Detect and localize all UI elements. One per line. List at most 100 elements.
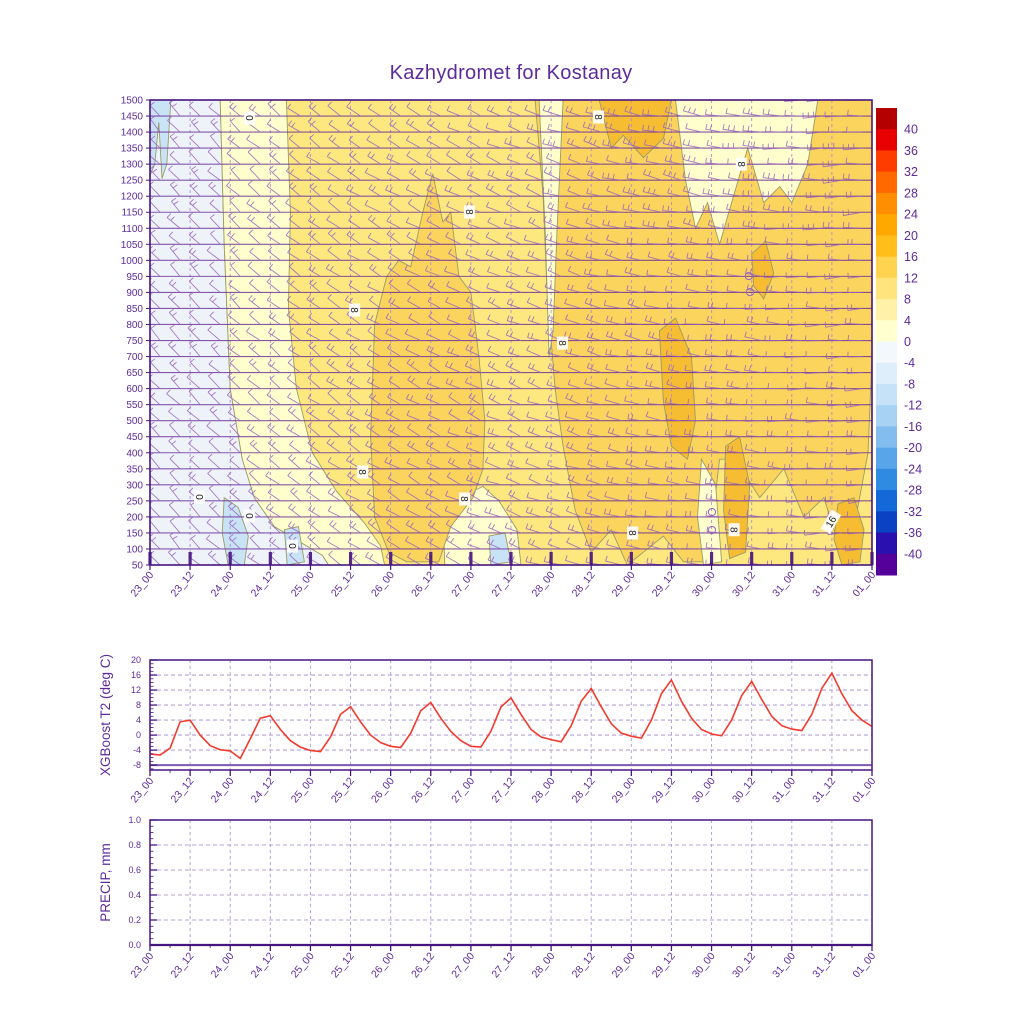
svg-text:32: 32 <box>904 165 918 179</box>
svg-text:200: 200 <box>126 512 143 523</box>
svg-text:24_12: 24_12 <box>249 569 277 599</box>
svg-text:0.8: 0.8 <box>128 840 141 850</box>
svg-text:150: 150 <box>126 528 143 539</box>
svg-text:16: 16 <box>131 670 141 680</box>
svg-text:-12: -12 <box>904 399 922 413</box>
svg-text:0: 0 <box>904 335 911 349</box>
svg-text:28_00: 28_00 <box>529 950 557 980</box>
svg-text:8: 8 <box>458 496 469 502</box>
svg-text:-8: -8 <box>133 760 141 770</box>
svg-text:100: 100 <box>126 544 143 555</box>
precip-x-labels: 23_00 23_12 24_00 24_12 25_00 25_12 26_00 26_12… <box>128 950 878 980</box>
svg-text:12: 12 <box>904 271 918 285</box>
svg-text:1050: 1050 <box>121 240 144 251</box>
contour-label: 8 <box>356 465 369 479</box>
svg-text:30_00: 30_00 <box>690 950 718 980</box>
svg-text:25_00: 25_00 <box>289 775 317 805</box>
svg-text:0.2: 0.2 <box>128 915 141 925</box>
precip-axes <box>149 819 873 951</box>
svg-text:30_12: 30_12 <box>730 569 758 599</box>
svg-text:30_12: 30_12 <box>730 775 758 805</box>
t2-y-labels: 20 16 12 8 4 0 -4 -8 <box>131 655 141 770</box>
svg-text:26_12: 26_12 <box>409 950 437 980</box>
svg-text:1150: 1150 <box>121 208 143 219</box>
svg-text:8: 8 <box>904 293 911 307</box>
svg-text:8: 8 <box>592 114 603 120</box>
svg-text:4: 4 <box>136 715 141 725</box>
svg-text:24_00: 24_00 <box>209 569 237 599</box>
svg-text:0: 0 <box>136 730 141 740</box>
svg-text:23_12: 23_12 <box>168 950 196 980</box>
contour-label: 8 <box>592 110 605 124</box>
svg-text:20: 20 <box>904 229 918 243</box>
svg-text:23_00: 23_00 <box>128 950 156 980</box>
svg-text:-24: -24 <box>904 462 922 476</box>
svg-text:8: 8 <box>735 161 746 167</box>
t2-axes <box>149 659 873 776</box>
svg-text:8: 8 <box>463 209 474 215</box>
svg-text:0: 0 <box>243 513 254 519</box>
svg-text:27_00: 27_00 <box>449 950 477 980</box>
svg-text:1350: 1350 <box>121 144 144 155</box>
contour-label: 8 <box>728 523 740 537</box>
svg-text:01_00: 01_00 <box>850 950 878 980</box>
svg-text:900: 900 <box>126 288 143 299</box>
colorbar-labels: 4036322824201612840-4-8-12-16-20-24-28-3… <box>904 123 922 562</box>
svg-text:24_00: 24_00 <box>209 950 237 980</box>
colorbar: 4036322824201612840-4-8-12-16-20-24-28-3… <box>876 108 922 576</box>
svg-text:24_12: 24_12 <box>249 950 277 980</box>
contour-label: 16 <box>820 509 842 535</box>
svg-text:27_00: 27_00 <box>449 775 477 805</box>
svg-text:23_12: 23_12 <box>168 569 196 599</box>
svg-text:0.0: 0.0 <box>128 940 141 950</box>
svg-text:31_12: 31_12 <box>810 775 838 805</box>
svg-text:1300: 1300 <box>121 160 144 171</box>
t2-line <box>149 671 873 760</box>
svg-text:26_00: 26_00 <box>369 569 397 599</box>
svg-text:0: 0 <box>193 494 204 500</box>
svg-text:1.0: 1.0 <box>128 815 141 825</box>
main-y-axis-labels: 1500 1450 1400 1350 1300 1250 1200 1150 1100 1050… <box>121 96 144 572</box>
svg-text:0: 0 <box>286 543 297 549</box>
svg-text:29_00: 29_00 <box>610 569 638 599</box>
svg-text:8: 8 <box>556 340 567 346</box>
svg-text:350: 350 <box>126 464 143 475</box>
main-axes <box>146 99 874 570</box>
svg-text:800: 800 <box>126 320 143 331</box>
svg-text:1400: 1400 <box>121 128 144 139</box>
contour-label: 8 <box>735 157 747 171</box>
svg-text:23_12: 23_12 <box>168 775 196 805</box>
svg-text:950: 950 <box>126 272 143 283</box>
svg-text:25_12: 25_12 <box>329 950 357 980</box>
svg-text:28_12: 28_12 <box>570 950 598 980</box>
page-title: Kazhydromet for Kostanay <box>389 62 633 84</box>
t2-chart: 20 16 12 8 4 0 -4 -8 23_00 23_12 24_00 24_12 25_00 25… <box>128 655 878 805</box>
t2-axis-title: XGBoost T2 (deg C) <box>98 654 113 776</box>
contour-label: 8 <box>348 303 361 317</box>
precip-y-labels: 1.0 0.8 0.6 0.4 0.2 0.0 <box>128 815 141 950</box>
svg-text:700: 700 <box>126 352 143 363</box>
svg-text:-4: -4 <box>904 356 915 370</box>
svg-text:31_12: 31_12 <box>810 569 838 599</box>
svg-text:31_00: 31_00 <box>770 950 798 980</box>
contour-label: 0 <box>243 509 256 523</box>
svg-text:24_00: 24_00 <box>209 775 237 805</box>
svg-text:600: 600 <box>126 384 143 395</box>
svg-text:24: 24 <box>904 208 918 222</box>
contour-label: 0 <box>193 490 205 504</box>
svg-text:24_12: 24_12 <box>249 775 277 805</box>
svg-text:8: 8 <box>348 307 359 313</box>
svg-text:1000: 1000 <box>121 256 144 267</box>
svg-text:01_00: 01_00 <box>850 569 878 599</box>
svg-text:0: 0 <box>243 115 254 121</box>
svg-text:40: 40 <box>904 123 918 137</box>
svg-text:-4: -4 <box>133 745 141 755</box>
t2-x-labels: 23_00 23_12 24_00 24_12 25_00 25_12 26_00 26_12… <box>128 775 878 805</box>
svg-text:25_00: 25_00 <box>289 569 317 599</box>
svg-text:0.4: 0.4 <box>128 890 141 900</box>
svg-text:29_00: 29_00 <box>610 775 638 805</box>
svg-text:1450: 1450 <box>121 112 144 123</box>
svg-text:850: 850 <box>126 304 143 315</box>
svg-text:26_00: 26_00 <box>369 950 397 980</box>
